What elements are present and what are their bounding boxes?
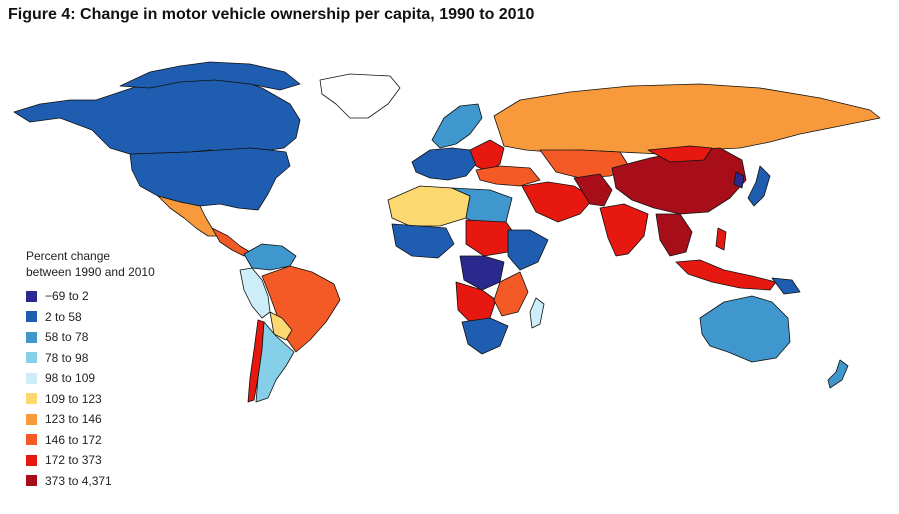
region-indonesia: [675, 259, 777, 291]
region-russia: [493, 83, 881, 155]
legend-item: 172 to 373: [26, 450, 155, 471]
region-madagascar: [529, 297, 545, 329]
region-mongolia: [647, 145, 713, 163]
region-japan: [747, 165, 771, 207]
legend-swatch: [26, 331, 37, 343]
legend-item: 109 to 123: [26, 389, 155, 410]
legend-label: 58 to 78: [45, 330, 89, 345]
legend-swatch: [26, 475, 37, 487]
region-brazil: [261, 265, 341, 353]
legend-item: 146 to 172: [26, 430, 155, 451]
legend-swatch: [26, 393, 37, 405]
legend-heading-line2: between 1990 and 2010: [26, 265, 155, 279]
region-indochina: [655, 213, 693, 257]
region-korea: [733, 171, 745, 189]
legend-item: 58 to 78: [26, 327, 155, 348]
region-usa: [129, 147, 291, 211]
map-legend: Percent change between 1990 and 2010 −69…: [26, 248, 155, 491]
legend-swatch: [26, 454, 37, 466]
legend-swatch: [26, 413, 37, 425]
region-north-africa: [387, 185, 471, 227]
region-east-africa: [507, 229, 549, 271]
legend-heading: Percent change between 1990 and 2010: [26, 248, 155, 280]
legend-heading-line1: Percent change: [26, 249, 111, 263]
legend-item: −69 to 2: [26, 286, 155, 307]
region-balkans-turkey: [475, 165, 541, 187]
legend-swatch: [26, 290, 37, 302]
legend-label: 78 to 98: [45, 350, 89, 365]
region-iran-arabia: [521, 181, 595, 223]
legend-label: 123 to 146: [45, 412, 102, 427]
region-new-zealand: [827, 359, 849, 389]
region-eastern-europe: [469, 139, 505, 173]
region-west-africa: [391, 223, 455, 259]
region-argentina: [255, 321, 295, 403]
region-canada: [13, 75, 301, 155]
legend-label: 373 to 4,371: [45, 473, 112, 488]
legend-label: 98 to 109: [45, 371, 96, 386]
legend-item: 78 to 98: [26, 348, 155, 369]
legend-label: 172 to 373: [45, 453, 102, 468]
region-central-america: [211, 227, 251, 257]
region-scandinavia: [431, 103, 483, 149]
region-greenland: [319, 73, 401, 119]
region-tanzania-mozambique: [493, 271, 529, 317]
legend-swatch: [26, 434, 37, 446]
legend-label: 2 to 58: [45, 309, 82, 324]
legend-label: −69 to 2: [45, 289, 89, 304]
region-india: [599, 203, 649, 257]
legend-item: 98 to 109: [26, 368, 155, 389]
legend-swatch: [26, 311, 37, 323]
legend-label: 109 to 123: [45, 391, 102, 406]
region-western-europe: [411, 147, 477, 181]
figure-title: Figure 4: Change in motor vehicle owners…: [8, 6, 535, 23]
region-pakistan-afghan: [573, 173, 613, 207]
legend-swatch: [26, 352, 37, 364]
region-canada-arctic: [119, 61, 301, 91]
region-philippines: [715, 227, 727, 251]
legend-items: −69 to 2 2 to 58 58 to 78 78 to 98 98 to 109…: [26, 286, 155, 491]
region-papua: [771, 277, 801, 295]
legend-swatch: [26, 372, 37, 384]
legend-item: 2 to 58: [26, 307, 155, 328]
legend-item: 373 to 4,371: [26, 471, 155, 492]
legend-label: 146 to 172: [45, 432, 102, 447]
region-bolivia-paraguay: [269, 311, 293, 341]
region-colombia-venezuela: [243, 243, 297, 271]
region-southern-africa: [461, 317, 509, 355]
region-australia: [699, 295, 791, 363]
legend-item: 123 to 146: [26, 409, 155, 430]
